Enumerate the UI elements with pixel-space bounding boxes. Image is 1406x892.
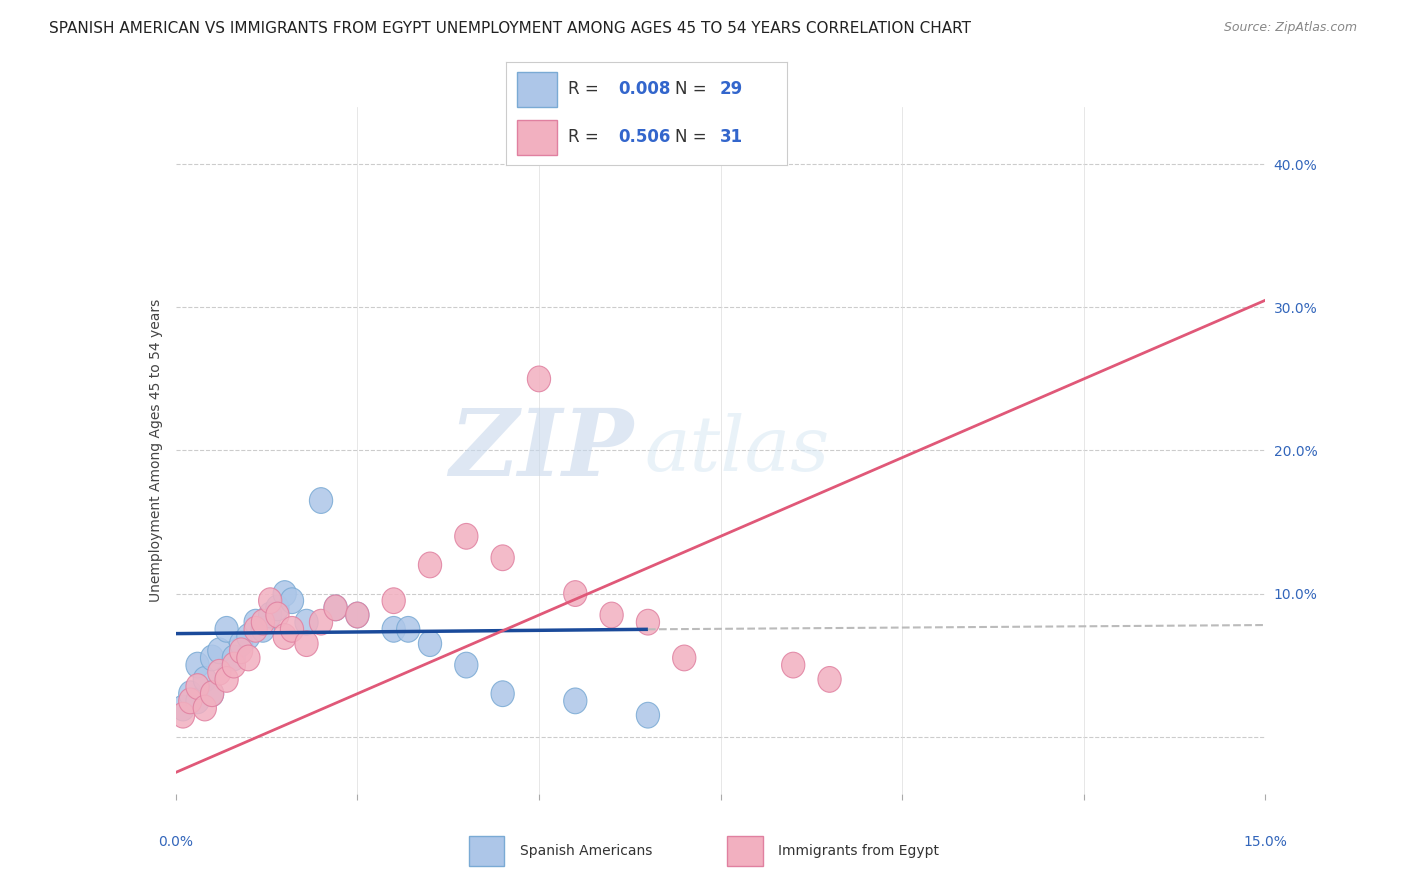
Ellipse shape [309,609,333,635]
Text: 15.0%: 15.0% [1243,835,1288,849]
Ellipse shape [280,616,304,642]
Ellipse shape [637,609,659,635]
Y-axis label: Unemployment Among Ages 45 to 54 years: Unemployment Among Ages 45 to 54 years [149,299,163,602]
Ellipse shape [491,545,515,571]
Ellipse shape [818,666,841,692]
Ellipse shape [295,609,318,635]
Ellipse shape [193,666,217,692]
Ellipse shape [245,609,267,635]
Ellipse shape [295,631,318,657]
Ellipse shape [208,659,231,685]
Ellipse shape [309,488,333,514]
Ellipse shape [215,666,238,692]
Ellipse shape [600,602,623,628]
Ellipse shape [396,616,420,642]
Ellipse shape [672,645,696,671]
Ellipse shape [782,652,804,678]
Text: ZIP: ZIP [449,406,633,495]
Ellipse shape [491,681,515,706]
Ellipse shape [266,602,290,628]
Ellipse shape [280,588,304,614]
Text: N =: N = [675,80,706,98]
Ellipse shape [179,681,202,706]
Ellipse shape [259,588,281,614]
FancyBboxPatch shape [517,120,557,155]
Text: 0.0%: 0.0% [159,835,193,849]
Ellipse shape [273,581,297,607]
FancyBboxPatch shape [727,836,762,866]
Ellipse shape [222,645,246,671]
Text: 0.506: 0.506 [619,128,671,146]
Ellipse shape [215,616,238,642]
Ellipse shape [222,652,246,678]
Ellipse shape [179,688,202,714]
Ellipse shape [419,631,441,657]
Text: atlas: atlas [644,414,830,487]
Text: Source: ZipAtlas.com: Source: ZipAtlas.com [1223,21,1357,34]
Ellipse shape [252,609,274,635]
Ellipse shape [382,616,405,642]
Text: 31: 31 [720,128,742,146]
Ellipse shape [259,602,281,628]
Ellipse shape [454,652,478,678]
Ellipse shape [186,673,209,699]
Text: 0.008: 0.008 [619,80,671,98]
Ellipse shape [201,681,224,706]
Ellipse shape [208,638,231,664]
Ellipse shape [273,624,297,649]
Ellipse shape [346,602,368,628]
Text: Spanish Americans: Spanish Americans [520,844,652,858]
Ellipse shape [637,702,659,728]
Ellipse shape [236,624,260,649]
Ellipse shape [229,638,253,664]
Text: 29: 29 [720,80,744,98]
Text: R =: R = [568,80,599,98]
Ellipse shape [193,695,217,721]
Ellipse shape [245,616,267,642]
Ellipse shape [323,595,347,621]
FancyBboxPatch shape [470,836,505,866]
Ellipse shape [454,524,478,549]
Ellipse shape [186,688,209,714]
Ellipse shape [419,552,441,578]
Text: N =: N = [675,128,706,146]
Text: Immigrants from Egypt: Immigrants from Egypt [778,844,939,858]
Ellipse shape [201,681,224,706]
Ellipse shape [172,695,194,721]
Ellipse shape [564,688,586,714]
Ellipse shape [527,366,551,392]
Text: R =: R = [568,128,599,146]
Ellipse shape [382,588,405,614]
Ellipse shape [323,595,347,621]
Ellipse shape [252,616,274,642]
Ellipse shape [172,702,194,728]
Ellipse shape [186,652,209,678]
Ellipse shape [266,595,290,621]
Ellipse shape [229,631,253,657]
FancyBboxPatch shape [517,71,557,106]
Ellipse shape [201,645,224,671]
Ellipse shape [346,602,368,628]
Ellipse shape [236,645,260,671]
Ellipse shape [564,581,586,607]
Text: SPANISH AMERICAN VS IMMIGRANTS FROM EGYPT UNEMPLOYMENT AMONG AGES 45 TO 54 YEARS: SPANISH AMERICAN VS IMMIGRANTS FROM EGYP… [49,21,972,36]
